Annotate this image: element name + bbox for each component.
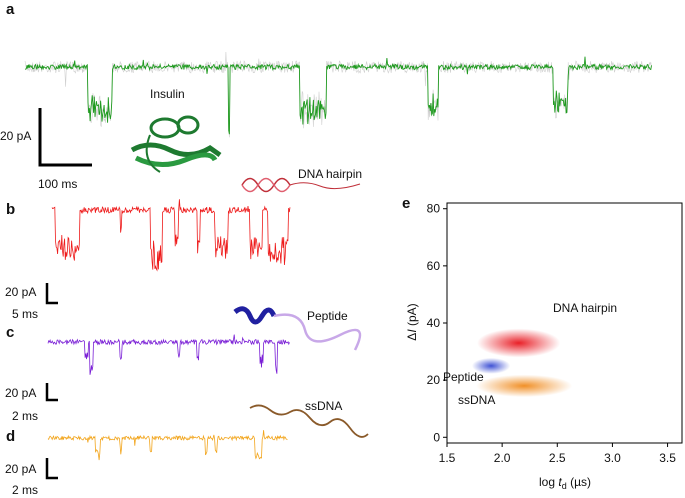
y-tick-label: 40	[427, 316, 441, 330]
y-tick-label: 60	[427, 259, 441, 273]
scale-y-label: 20 pA	[0, 129, 31, 143]
y-tick-label: 80	[427, 202, 441, 216]
scale-bar	[45, 458, 58, 480]
x-tick-label: 3.0	[604, 451, 621, 465]
scale-y-label: 20 pA	[5, 386, 36, 400]
scale-y-label: 20 pA	[5, 285, 36, 299]
scale-y-label: 20 pA	[5, 462, 36, 476]
cluster-label: Peptide	[443, 370, 484, 384]
panel-label: c	[6, 324, 14, 341]
peptide-trace	[47, 334, 290, 375]
peptide-icon	[233, 306, 362, 351]
dna-hairpin-icon	[241, 177, 361, 193]
x-tick-label: 2.0	[494, 451, 511, 465]
molecule-label: DNA hairpin	[298, 167, 362, 181]
y-tick-label: 20	[427, 373, 441, 387]
x-axis-label-part: (µs)	[567, 475, 591, 489]
x-axis-label-part: d	[562, 481, 567, 491]
density-cluster	[471, 357, 511, 374]
plot-frame	[446, 202, 683, 444]
x-axis-label: log td (µs)	[539, 475, 591, 491]
x-tick-label: 1.5	[439, 451, 456, 465]
raw-trace	[24, 51, 652, 138]
x-axis-label-part: log	[539, 475, 558, 489]
ssdna-trace	[47, 430, 288, 461]
cluster-label: ssDNA	[458, 393, 495, 407]
filtered-trace	[24, 56, 652, 135]
molecule-label: ssDNA	[305, 399, 342, 413]
x-tick-label: 2.5	[549, 451, 566, 465]
scale-bar	[45, 283, 58, 305]
scale-bar	[45, 383, 58, 402]
density-cluster	[476, 374, 573, 398]
scale-x-label: 100 ms	[38, 177, 77, 191]
insulin-icon	[130, 115, 222, 173]
ssdna-icon	[249, 404, 369, 438]
y-axis-label-part: (pA)	[405, 303, 419, 329]
scale-x-label: 2 ms	[12, 483, 38, 497]
panel-label: b	[6, 201, 15, 218]
density-cluster	[477, 328, 561, 358]
x-tick-label: 3.5	[659, 451, 676, 465]
scale-x-label: 5 ms	[12, 307, 38, 321]
dna-trace	[51, 199, 291, 272]
panel-label: a	[6, 1, 15, 18]
scale-x-label: 2 ms	[12, 409, 38, 423]
y-axis-label-part: I	[405, 329, 419, 333]
x-axis-label-part: t	[558, 475, 562, 489]
molecule-label: Insulin	[150, 87, 185, 101]
molecule-label: Peptide	[307, 309, 348, 323]
panel-label: d	[6, 428, 15, 445]
y-tick-label: 0	[433, 430, 440, 444]
panel-label: e	[402, 195, 410, 212]
cluster-label: DNA hairpin	[553, 301, 617, 315]
y-axis-label: ΔI (pA)	[405, 303, 419, 340]
scale-bar	[38, 108, 92, 167]
y-axis-label-part: Δ	[405, 333, 419, 341]
